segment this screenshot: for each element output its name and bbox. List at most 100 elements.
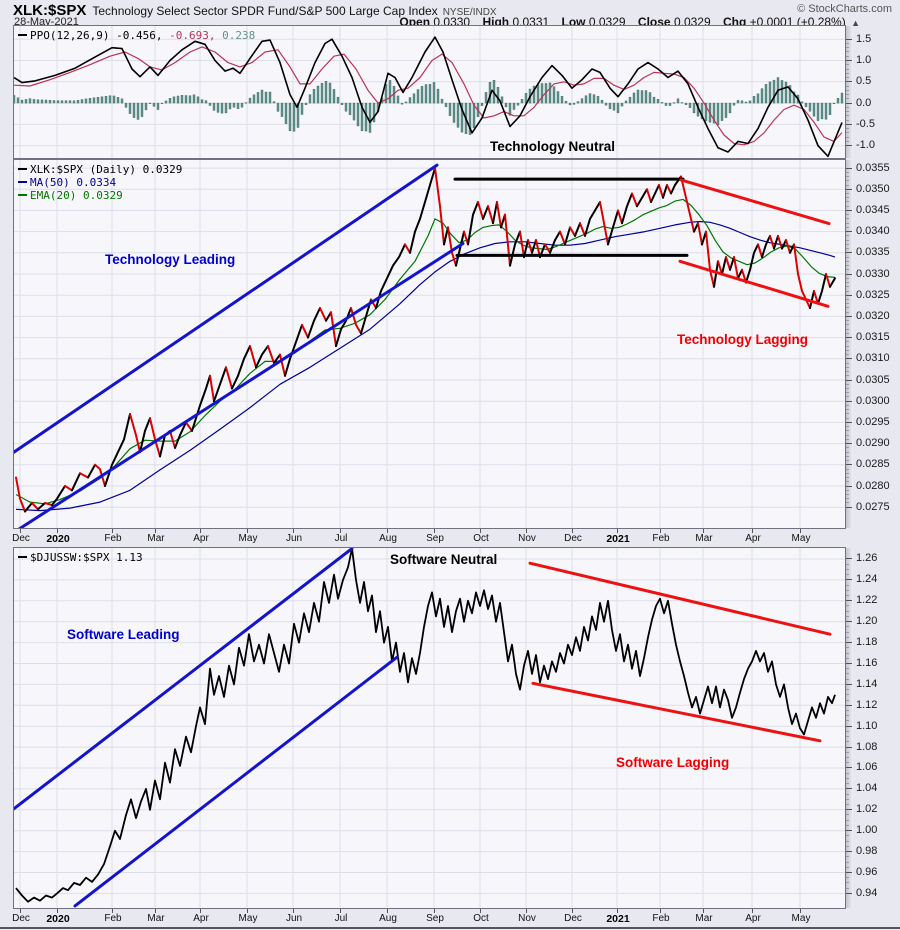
y-tick-minor — [846, 226, 849, 228]
y-tick-label: 0.0285 — [856, 458, 890, 471]
y-tick-minor — [846, 354, 849, 356]
y-tick-minor — [846, 345, 849, 347]
y-tick-minor — [846, 468, 849, 470]
y-tick-label: 0.0325 — [856, 288, 890, 301]
x-tick — [617, 529, 618, 533]
y-tick-minor — [846, 94, 849, 96]
x-axis-month-label: Aug — [379, 533, 397, 544]
y-tick-major — [846, 746, 852, 748]
y-tick-major — [846, 273, 852, 275]
y-tick-label: 1.14 — [856, 677, 878, 690]
y-tick-minor — [846, 51, 849, 53]
y-tick-minor — [846, 290, 849, 292]
y-tick-label: 0.0280 — [856, 479, 890, 492]
y-tick-label: 0.0275 — [856, 500, 890, 513]
x-tick — [293, 909, 294, 913]
y-tick-minor — [846, 409, 849, 411]
y-tick-label: 1.12 — [856, 698, 878, 711]
y-tick-minor — [846, 286, 849, 288]
x-tick — [752, 529, 753, 533]
y-tick-major — [846, 621, 852, 623]
y-tick-major — [846, 188, 852, 190]
ma50-series-swatch — [18, 181, 27, 183]
y-tick-minor — [846, 282, 849, 284]
y-tick-major — [846, 558, 852, 560]
ppo-histogram-value: 0.238 — [222, 29, 256, 42]
y-tick-minor — [846, 856, 849, 858]
y-tick-minor — [846, 404, 849, 406]
y-tick-label: 1.02 — [856, 803, 878, 816]
x-tick — [340, 529, 341, 533]
y-tick-minor — [846, 494, 849, 495]
y-tick-major — [846, 421, 852, 423]
software-leading-annotation: Software Leading — [67, 627, 180, 642]
x-axis-month-label: Apr — [745, 913, 761, 924]
y-tick-major — [846, 123, 852, 125]
x-tick — [20, 909, 21, 913]
y-tick-minor — [846, 180, 849, 182]
x-tick — [800, 529, 801, 533]
y-tick-major — [846, 145, 852, 147]
y-tick-minor — [846, 235, 849, 237]
x-axis-month-label: Dec — [564, 533, 582, 544]
y-tick-minor — [846, 489, 849, 491]
y-tick-major — [846, 725, 852, 727]
ppo-tick-strip — [846, 26, 853, 158]
x-tick — [340, 909, 341, 913]
y-tick-label: 0.94 — [856, 886, 878, 899]
xlk-spx-ratio-panel: XLK:$SPX (Daily) 0.0329 MA(50) 0.0334 EM… — [13, 159, 846, 529]
y-tick-label: -1.0 — [856, 139, 875, 152]
y-tick-minor — [846, 626, 849, 628]
x-axis-year-label: 2021 — [606, 533, 630, 545]
y-tick-minor — [846, 171, 849, 173]
x-axis-month-label: Oct — [473, 533, 489, 544]
y-tick-minor — [846, 132, 849, 134]
y-tick-minor — [846, 798, 849, 800]
x-axis-month-label: May — [791, 913, 811, 924]
y-tick-label: 0.0305 — [856, 373, 890, 386]
y-tick-label: 0.0350 — [856, 182, 890, 195]
y-tick-minor — [846, 631, 849, 633]
y-tick-minor — [846, 392, 849, 394]
x-axis-month-label: Mar — [695, 533, 713, 544]
djussw-spx-chart-canvas — [14, 548, 845, 908]
ppo-signal-value: -0.693, — [169, 29, 216, 42]
y-tick-minor — [846, 804, 849, 806]
x-tick — [480, 529, 481, 533]
x-axis-month-label: Jul — [334, 913, 348, 924]
y-tick-minor — [846, 472, 849, 474]
y-tick-minor — [846, 673, 849, 675]
x-axis-month-label: Nov — [518, 913, 536, 924]
y-tick-minor — [846, 574, 849, 576]
x-axis-month-label: Feb — [104, 913, 122, 924]
x-tick — [247, 529, 248, 533]
x-axis-month-label: Dec — [12, 913, 30, 924]
x-tick — [752, 909, 753, 913]
y-tick-major — [846, 892, 852, 894]
y-tick-minor — [846, 709, 849, 711]
y-tick-minor — [846, 184, 849, 186]
y-tick-minor — [846, 243, 849, 245]
y-tick-minor — [846, 699, 849, 701]
ppo-value: -0.456, — [116, 29, 163, 42]
y-tick-minor — [846, 689, 849, 691]
price-y-axis: 0.0355 0.0350 0.0345 0.0340 0.0335 0.0330 0.03… — [846, 160, 900, 528]
ema20-legend-text: EMA(20) 0.0329 — [30, 189, 123, 202]
y-tick-minor — [846, 89, 849, 91]
y-tick-minor — [846, 636, 849, 638]
y-tick-major — [846, 579, 852, 581]
x-tick — [112, 909, 113, 913]
y-tick-minor — [846, 111, 849, 113]
y-tick-label: 1.06 — [856, 761, 878, 774]
x-tick — [480, 909, 481, 913]
x-tick — [155, 529, 156, 533]
y-tick-minor — [846, 757, 849, 759]
software-lagging-annotation: Software Lagging — [616, 755, 730, 770]
y-tick-label: 1.10 — [856, 719, 878, 732]
y-tick-major — [846, 809, 852, 811]
y-tick-minor — [846, 589, 849, 591]
y-tick-minor — [846, 434, 849, 436]
y-tick-major — [846, 767, 852, 769]
y-tick-major — [846, 662, 852, 664]
y-tick-minor — [846, 77, 849, 79]
